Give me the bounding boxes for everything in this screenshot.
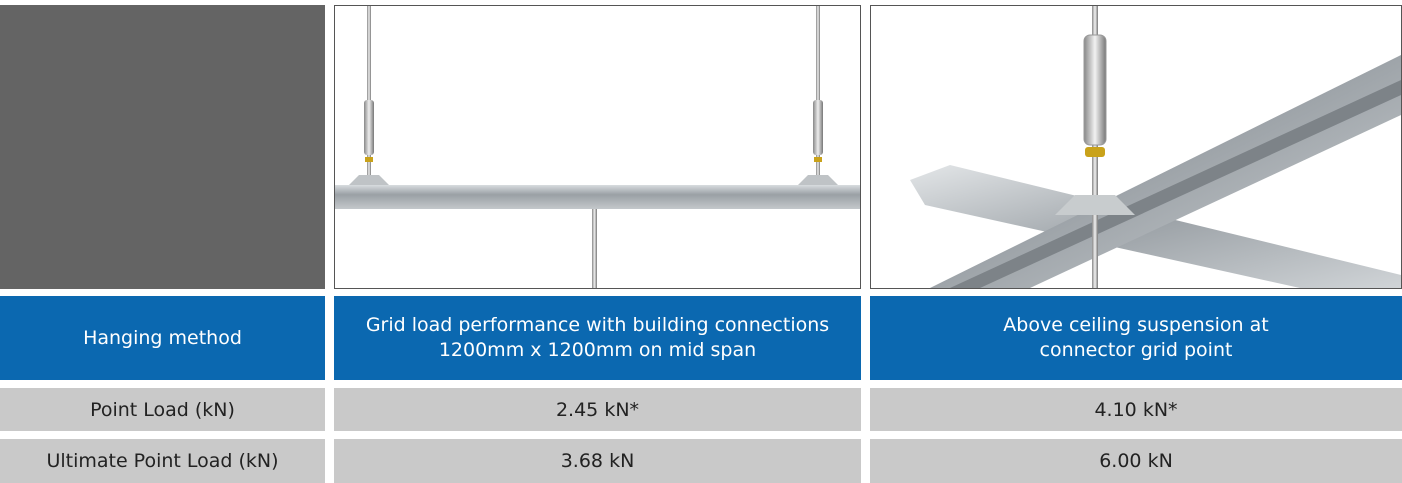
row-label: Point Load (kN) xyxy=(0,388,325,431)
hanger xyxy=(798,6,838,185)
header-cell: Hanging method xyxy=(0,296,325,380)
turnbuckle xyxy=(1083,34,1107,146)
grid-point-image xyxy=(870,5,1402,289)
main-tee xyxy=(930,55,1401,288)
table-cell: 4.10 kN* xyxy=(870,388,1402,431)
header-text: Above ceiling suspension at connector gr… xyxy=(1003,314,1269,361)
table-cell: 2.45 kN* xyxy=(334,388,861,431)
placeholder-image xyxy=(0,5,325,289)
rod xyxy=(592,209,597,288)
table-cell: 3.68 kN xyxy=(334,439,861,483)
table-cell: 6.00 kN xyxy=(870,439,1402,483)
header-cell: Above ceiling suspension at connector gr… xyxy=(870,296,1402,380)
header-text: Grid load performance with building conn… xyxy=(365,314,830,361)
mid-span-image xyxy=(334,5,861,289)
header-cell: Grid load performance with building conn… xyxy=(334,296,861,380)
hanger xyxy=(349,6,389,185)
row-label: Ultimate Point Load (kN) xyxy=(0,439,325,483)
beam xyxy=(335,185,860,209)
